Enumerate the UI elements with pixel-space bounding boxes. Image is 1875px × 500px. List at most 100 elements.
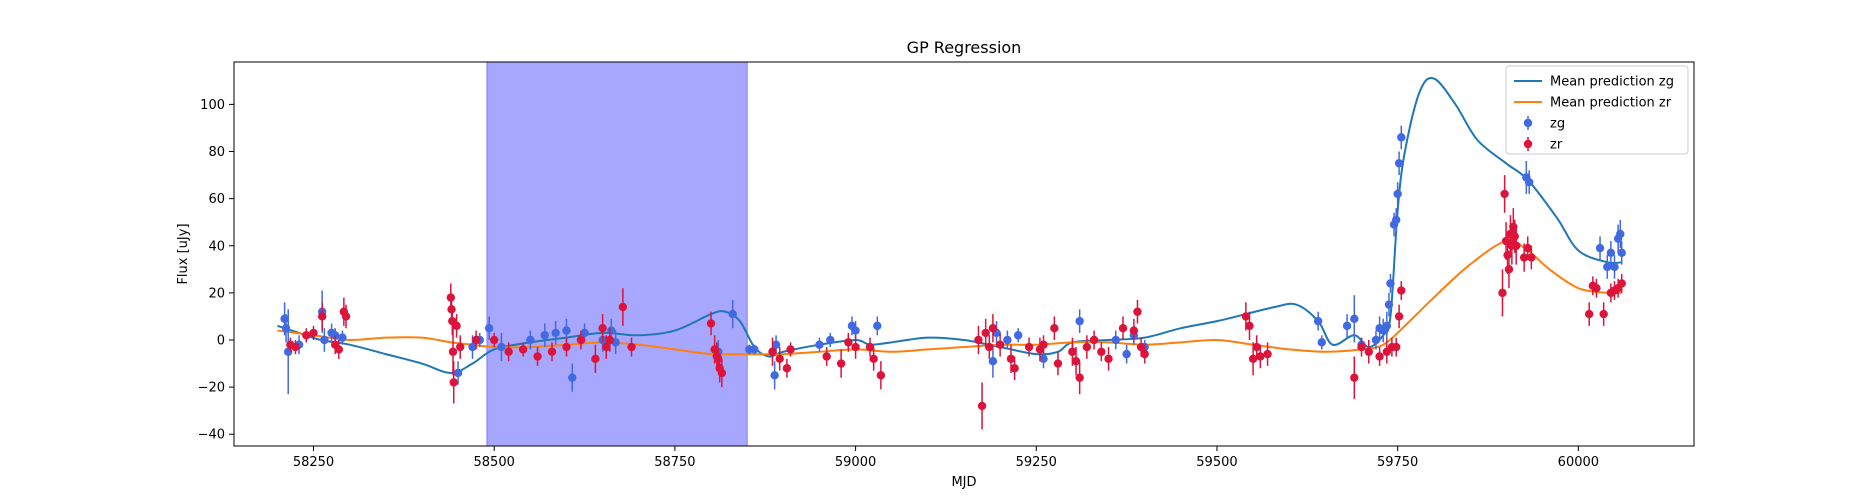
point-zg bbox=[1122, 350, 1130, 358]
legend-label: Mean prediction zg bbox=[1550, 75, 1674, 90]
point-zr bbox=[996, 340, 1004, 348]
y-tick-label: 20 bbox=[208, 286, 225, 301]
point-zr bbox=[1245, 322, 1253, 330]
x-tick-label: 58500 bbox=[474, 455, 515, 470]
point-zr bbox=[1054, 359, 1062, 367]
point-zr bbox=[877, 371, 885, 379]
point-zr bbox=[1010, 364, 1018, 372]
point-zr bbox=[775, 355, 783, 363]
point-zr bbox=[1090, 336, 1098, 344]
point-zg bbox=[1610, 263, 1618, 271]
point-zr bbox=[1039, 340, 1047, 348]
point-zr bbox=[449, 348, 457, 356]
point-zg bbox=[770, 371, 778, 379]
prediction-lines-layer bbox=[277, 78, 1621, 373]
x-axis-label: MJD bbox=[951, 475, 976, 490]
point-zr bbox=[1025, 343, 1033, 351]
point-zg bbox=[1385, 300, 1393, 308]
point-zg bbox=[1383, 322, 1391, 330]
point-zg bbox=[562, 326, 570, 334]
series-zg bbox=[280, 126, 1626, 395]
legend-swatch-point bbox=[1524, 140, 1532, 148]
point-zr bbox=[302, 331, 310, 339]
point-zr bbox=[1505, 265, 1513, 273]
point-zg bbox=[526, 336, 534, 344]
point-zg bbox=[568, 373, 576, 381]
x-tick-label: 59750 bbox=[1377, 455, 1418, 470]
point-zr bbox=[1075, 373, 1083, 381]
point-zg bbox=[485, 324, 493, 332]
point-zg bbox=[1525, 178, 1533, 186]
x-tick-label: 58750 bbox=[654, 455, 695, 470]
point-zg bbox=[1343, 322, 1351, 330]
point-zr bbox=[1263, 350, 1271, 358]
point-zr bbox=[1097, 348, 1105, 356]
point-zr bbox=[837, 359, 845, 367]
point-zr bbox=[1512, 242, 1520, 250]
point-zg bbox=[1014, 331, 1022, 339]
point-zr bbox=[1357, 343, 1365, 351]
point-zg bbox=[541, 331, 549, 339]
point-zr bbox=[598, 324, 606, 332]
point-zr bbox=[1256, 352, 1264, 360]
point-zr bbox=[1585, 310, 1593, 318]
x-tick-label: 58250 bbox=[293, 455, 334, 470]
point-zr bbox=[1050, 324, 1058, 332]
point-zr bbox=[1375, 352, 1383, 360]
point-zr bbox=[768, 348, 776, 356]
point-zg bbox=[320, 336, 328, 344]
x-tick-label: 59000 bbox=[835, 455, 876, 470]
point-zg bbox=[750, 345, 758, 353]
point-zr bbox=[1140, 350, 1148, 358]
point-zr bbox=[1350, 373, 1358, 381]
legend-label: zr bbox=[1550, 138, 1563, 153]
point-zr bbox=[591, 355, 599, 363]
chart-title: GP Regression bbox=[907, 38, 1022, 57]
point-zr bbox=[1395, 312, 1403, 320]
point-zg bbox=[1386, 279, 1394, 287]
point-zr bbox=[1500, 190, 1508, 198]
point-zr bbox=[974, 336, 982, 344]
point-zg bbox=[1318, 338, 1326, 346]
x-tick-label: 59250 bbox=[1016, 455, 1057, 470]
point-zr bbox=[456, 343, 464, 351]
point-zg bbox=[1395, 159, 1403, 167]
legend-label: zg bbox=[1550, 117, 1565, 132]
point-zr bbox=[718, 369, 726, 377]
point-zr bbox=[851, 343, 859, 351]
point-zr bbox=[1592, 284, 1600, 292]
point-zg bbox=[1350, 315, 1358, 323]
point-zr bbox=[985, 343, 993, 351]
point-zg bbox=[851, 326, 859, 334]
y-tick-label: 80 bbox=[208, 145, 225, 160]
y-tick-label: 100 bbox=[200, 98, 225, 113]
data-points-layer bbox=[280, 126, 1626, 430]
point-zr bbox=[490, 336, 498, 344]
point-zr bbox=[627, 343, 635, 351]
point-zg bbox=[1314, 317, 1322, 325]
point-zg bbox=[729, 310, 737, 318]
point-zr bbox=[450, 378, 458, 386]
point-zr bbox=[318, 312, 326, 320]
point-zr bbox=[291, 343, 299, 351]
shaded-region-layer bbox=[487, 62, 747, 446]
y-axis-ticks: −40 −20 0 20 40 60 80 100 bbox=[198, 98, 234, 443]
legend-swatch-point bbox=[1524, 119, 1532, 127]
point-zr bbox=[786, 345, 794, 353]
point-zr bbox=[504, 348, 512, 356]
point-zr bbox=[1365, 348, 1373, 356]
point-zr bbox=[1397, 286, 1405, 294]
point-zg bbox=[1392, 216, 1400, 224]
point-zr bbox=[1498, 289, 1506, 297]
point-zr bbox=[869, 355, 877, 363]
point-zr bbox=[533, 352, 541, 360]
point-zg bbox=[1112, 336, 1120, 344]
x-tick-label: 59500 bbox=[1196, 455, 1237, 470]
point-zr bbox=[562, 343, 570, 351]
point-zr bbox=[1527, 253, 1535, 261]
x-axis-ticks: 58250 58500 58750 59000 59250 59500 59750 60000 bbox=[293, 446, 1599, 470]
point-zr bbox=[342, 312, 350, 320]
y-tick-label: 60 bbox=[208, 192, 225, 207]
